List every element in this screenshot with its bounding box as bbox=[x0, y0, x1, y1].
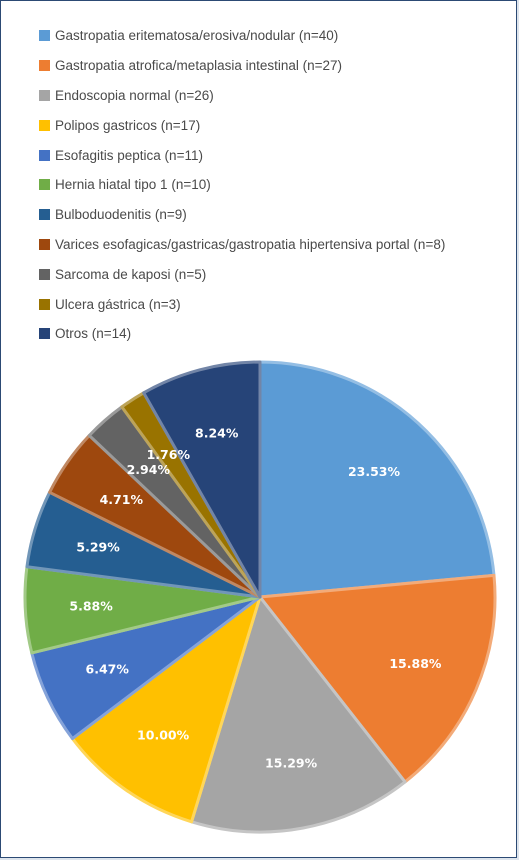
legend-label: Hernia hiatal tipo 1 (n=10) bbox=[55, 177, 211, 193]
legend-label: Ulcera gástrica (n=3) bbox=[55, 296, 181, 312]
legend-swatch bbox=[39, 268, 50, 280]
legend-label: Polipos gastricos (n=17) bbox=[55, 117, 201, 133]
legend-swatch bbox=[39, 209, 50, 221]
pie-slice bbox=[190, 595, 407, 834]
legend-swatch bbox=[39, 328, 50, 340]
slice-data-label: 4.71% bbox=[100, 492, 144, 507]
legend-swatch bbox=[39, 89, 50, 101]
legend-item: Ulcera gástrica (n=3) bbox=[39, 289, 509, 319]
slice-data-label: 15.88% bbox=[389, 656, 442, 671]
pie-slice bbox=[258, 573, 497, 784]
legend-item: Hernia hiatal tipo 1 (n=10) bbox=[39, 170, 509, 200]
slice-data-label: 6.47% bbox=[86, 662, 130, 677]
pie-slice bbox=[142, 360, 262, 599]
legend-label: Esofagitis peptica (n=11) bbox=[55, 147, 203, 163]
legend-swatch bbox=[39, 60, 50, 72]
legend-label: Varices esofagicas/gastricas/gastropatia… bbox=[55, 236, 446, 252]
slice-data-label: 1.76% bbox=[147, 447, 191, 462]
legend-item: Esofagitis peptica (n=11) bbox=[39, 140, 509, 170]
legend-label: Sarcoma de kaposi (n=5) bbox=[55, 266, 207, 282]
slice-data-label: 10.00% bbox=[137, 728, 190, 743]
legend-item: Gastropatia atrofica/metaplasia intestin… bbox=[39, 51, 509, 81]
legend-item: Sarcoma de kaposi (n=5) bbox=[39, 259, 509, 289]
legend-label: Endoscopia normal (n=26) bbox=[55, 87, 214, 103]
legend-item: Polipos gastricos (n=17) bbox=[39, 110, 509, 140]
slice-data-label: 15.29% bbox=[265, 755, 318, 770]
legend-swatch bbox=[39, 179, 50, 191]
pie-slice bbox=[70, 595, 262, 824]
slice-data-label: 2.94% bbox=[127, 462, 171, 477]
legend-item: Otros (n=14) bbox=[39, 319, 509, 349]
legend-swatch bbox=[39, 298, 50, 310]
legend-swatch bbox=[39, 238, 50, 250]
chart-legend: Gastropatia eritematosa/erosiva/nodular … bbox=[39, 21, 509, 349]
legend-item: Gastropatia eritematosa/erosiva/nodular … bbox=[39, 21, 509, 51]
legend-swatch bbox=[39, 30, 50, 42]
slice-data-label: 5.88% bbox=[69, 598, 113, 613]
legend-swatch bbox=[39, 149, 50, 161]
slice-data-label: 5.29% bbox=[76, 540, 120, 555]
legend-label: Gastropatia eritematosa/erosiva/nodular … bbox=[55, 28, 339, 44]
legend-label: Bulboduodenitis (n=9) bbox=[55, 207, 187, 223]
slice-data-label: 23.53% bbox=[348, 464, 401, 479]
legend-label: Gastropatia atrofica/metaplasia intestin… bbox=[55, 58, 343, 74]
legend-item: Bulboduodenitis (n=9) bbox=[39, 200, 509, 230]
legend-item: Varices esofagicas/gastricas/gastropatia… bbox=[39, 230, 509, 260]
pie-slice bbox=[258, 360, 496, 599]
legend-item: Endoscopia normal (n=26) bbox=[39, 81, 509, 111]
legend-swatch bbox=[39, 119, 50, 131]
slice-data-label: 8.24% bbox=[195, 425, 239, 440]
legend-label: Otros (n=14) bbox=[55, 326, 132, 342]
